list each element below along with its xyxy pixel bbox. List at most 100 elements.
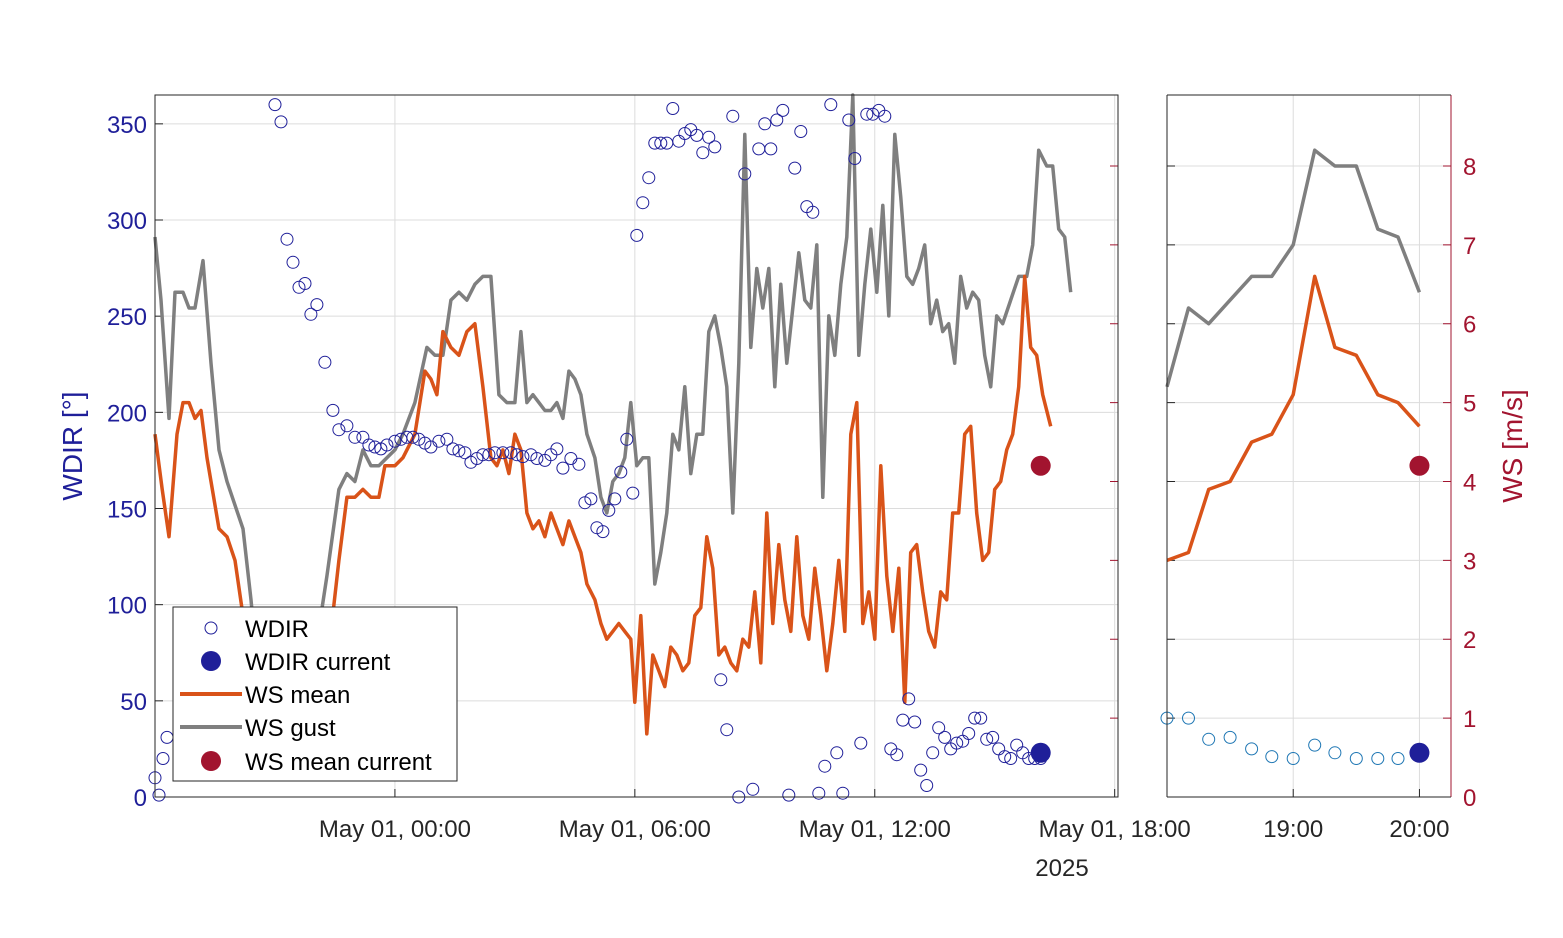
recent-wdir-point: [1223, 730, 1237, 744]
legend-wdir-marker: [204, 621, 218, 635]
wdir-point: [280, 232, 294, 246]
wdir-tick-label: 100: [107, 593, 147, 620]
x-tick-label: May 01, 00:00: [319, 816, 471, 843]
wdir-point: [836, 786, 850, 800]
main-current-markers: [1030, 455, 1051, 763]
wdir-point: [388, 434, 402, 448]
wdir-point: [268, 98, 282, 112]
wdir-point: [824, 98, 838, 112]
recent-ws-tick-label: 3: [1463, 548, 1476, 575]
recent-ws-tick-label: 5: [1463, 391, 1476, 418]
wdir-point: [304, 307, 318, 321]
wdir-point: [702, 130, 716, 144]
main-ws-ticks: [1110, 165, 1118, 719]
wdir-tick-label: 0: [134, 785, 147, 812]
ws-axis-label: WS [m/s]: [1497, 389, 1528, 503]
main-plot-frame: [154, 94, 1119, 798]
wdir-point: [152, 788, 166, 802]
recent-wdir-point: [1202, 732, 1216, 746]
wdir-point: [584, 492, 598, 506]
wdir-point: [332, 423, 346, 437]
wdir-point: [914, 763, 928, 777]
wdir-point: [596, 525, 610, 539]
recent-ws-tick-label: 2: [1463, 627, 1476, 654]
main-wdir-series: [148, 98, 1048, 804]
wdir-point: [812, 786, 826, 800]
wdir-point: [926, 746, 940, 760]
wdir-point: [310, 298, 324, 312]
recent-wdir-point: [1328, 746, 1342, 760]
wdir-point: [666, 102, 680, 115]
wdir-point: [440, 432, 454, 446]
recent-ws-tick-label: 1: [1463, 706, 1476, 733]
wdir-point: [932, 721, 946, 735]
recent-wdir-point: [1371, 752, 1385, 765]
main-ws-mean-series: [153, 274, 1053, 760]
recent-ws-tick-label: 6: [1463, 312, 1476, 339]
recent-x-tick-label: 19:00: [1263, 816, 1323, 843]
wdir-point: [286, 255, 300, 269]
recent-ws-tick-label: 0: [1463, 785, 1476, 812]
legend-ws-mean-current-label: WS mean current: [245, 749, 432, 776]
wdir-point: [458, 446, 472, 460]
wdir-point: [298, 277, 312, 290]
recent-ws-gust-series: [1165, 148, 1422, 388]
wdir-point: [986, 730, 1000, 744]
wdir-point: [510, 448, 524, 462]
wdir-point: [340, 419, 354, 433]
legend-wdir-current-marker: [201, 651, 221, 671]
recent-ws-tick-label: 8: [1463, 154, 1476, 181]
x-tick-label: May 01, 12:00: [799, 816, 951, 843]
recent-wdir-point: [1286, 752, 1300, 765]
wdir-tick-label: 150: [107, 497, 147, 524]
wdir-tick-label: 350: [107, 112, 147, 139]
recent-ws-mean-series: [1166, 274, 1421, 563]
wdir-tick-label: 250: [107, 304, 147, 331]
recent-wdir-current-point: [1409, 742, 1430, 763]
wdir-tick-label: 200: [107, 400, 147, 427]
recent-ws-tick-label: 4: [1463, 469, 1476, 496]
wdir-point: [572, 457, 586, 471]
wdir-point: [962, 727, 976, 740]
wdir-point: [848, 152, 862, 165]
wdir-point: [432, 434, 446, 448]
wdir-point: [938, 730, 952, 744]
wdir-point: [446, 442, 460, 456]
wdir-point: [794, 125, 808, 138]
wdir-point: [890, 748, 904, 762]
wdir-point: [758, 117, 772, 131]
wdir-point: [714, 673, 728, 687]
wdir-point: [642, 171, 656, 185]
wdir-point: [504, 446, 518, 460]
recent-wdir-point: [1391, 752, 1405, 765]
wdir-point: [878, 109, 892, 123]
wdir-point: [776, 103, 790, 117]
wdir-point: [326, 403, 340, 417]
wdir-point: [806, 205, 820, 219]
wdir-point: [318, 355, 332, 369]
wdir-point: [854, 736, 868, 750]
legend-wdir-current-label: WDIR current: [245, 649, 391, 676]
wdir-current-point: [1030, 742, 1051, 763]
wdir-point: [654, 136, 668, 150]
main-x-ticks: May 01, 00:00 May 01, 06:00 May 01, 12:00 M…: [319, 789, 1191, 843]
wdir-point: [860, 107, 874, 121]
x-tick-label: May 01, 06:00: [559, 816, 711, 843]
wdir-point: [630, 228, 644, 242]
wdir-point: [968, 711, 982, 725]
wdir-axis-label: WDIR [°]: [57, 391, 88, 500]
wdir-point: [608, 492, 622, 506]
wdir-point: [830, 746, 844, 760]
wdir-point: [726, 109, 740, 123]
recent-current-markers: [1409, 455, 1430, 763]
legend-ws-mean-current-marker: [201, 751, 221, 771]
wdir-point: [626, 486, 640, 500]
recent-ws-mean-current-point: [1409, 455, 1430, 476]
legend: WDIR WDIR current WS mean WS gust WS mea…: [172, 606, 458, 782]
wdir-point: [348, 430, 362, 444]
wdir-point: [782, 788, 796, 802]
recent-wdir-point: [1182, 711, 1195, 725]
wdir-point: [974, 711, 988, 725]
legend-ws-mean-label: WS mean: [245, 682, 350, 709]
wdir-point: [636, 196, 650, 210]
